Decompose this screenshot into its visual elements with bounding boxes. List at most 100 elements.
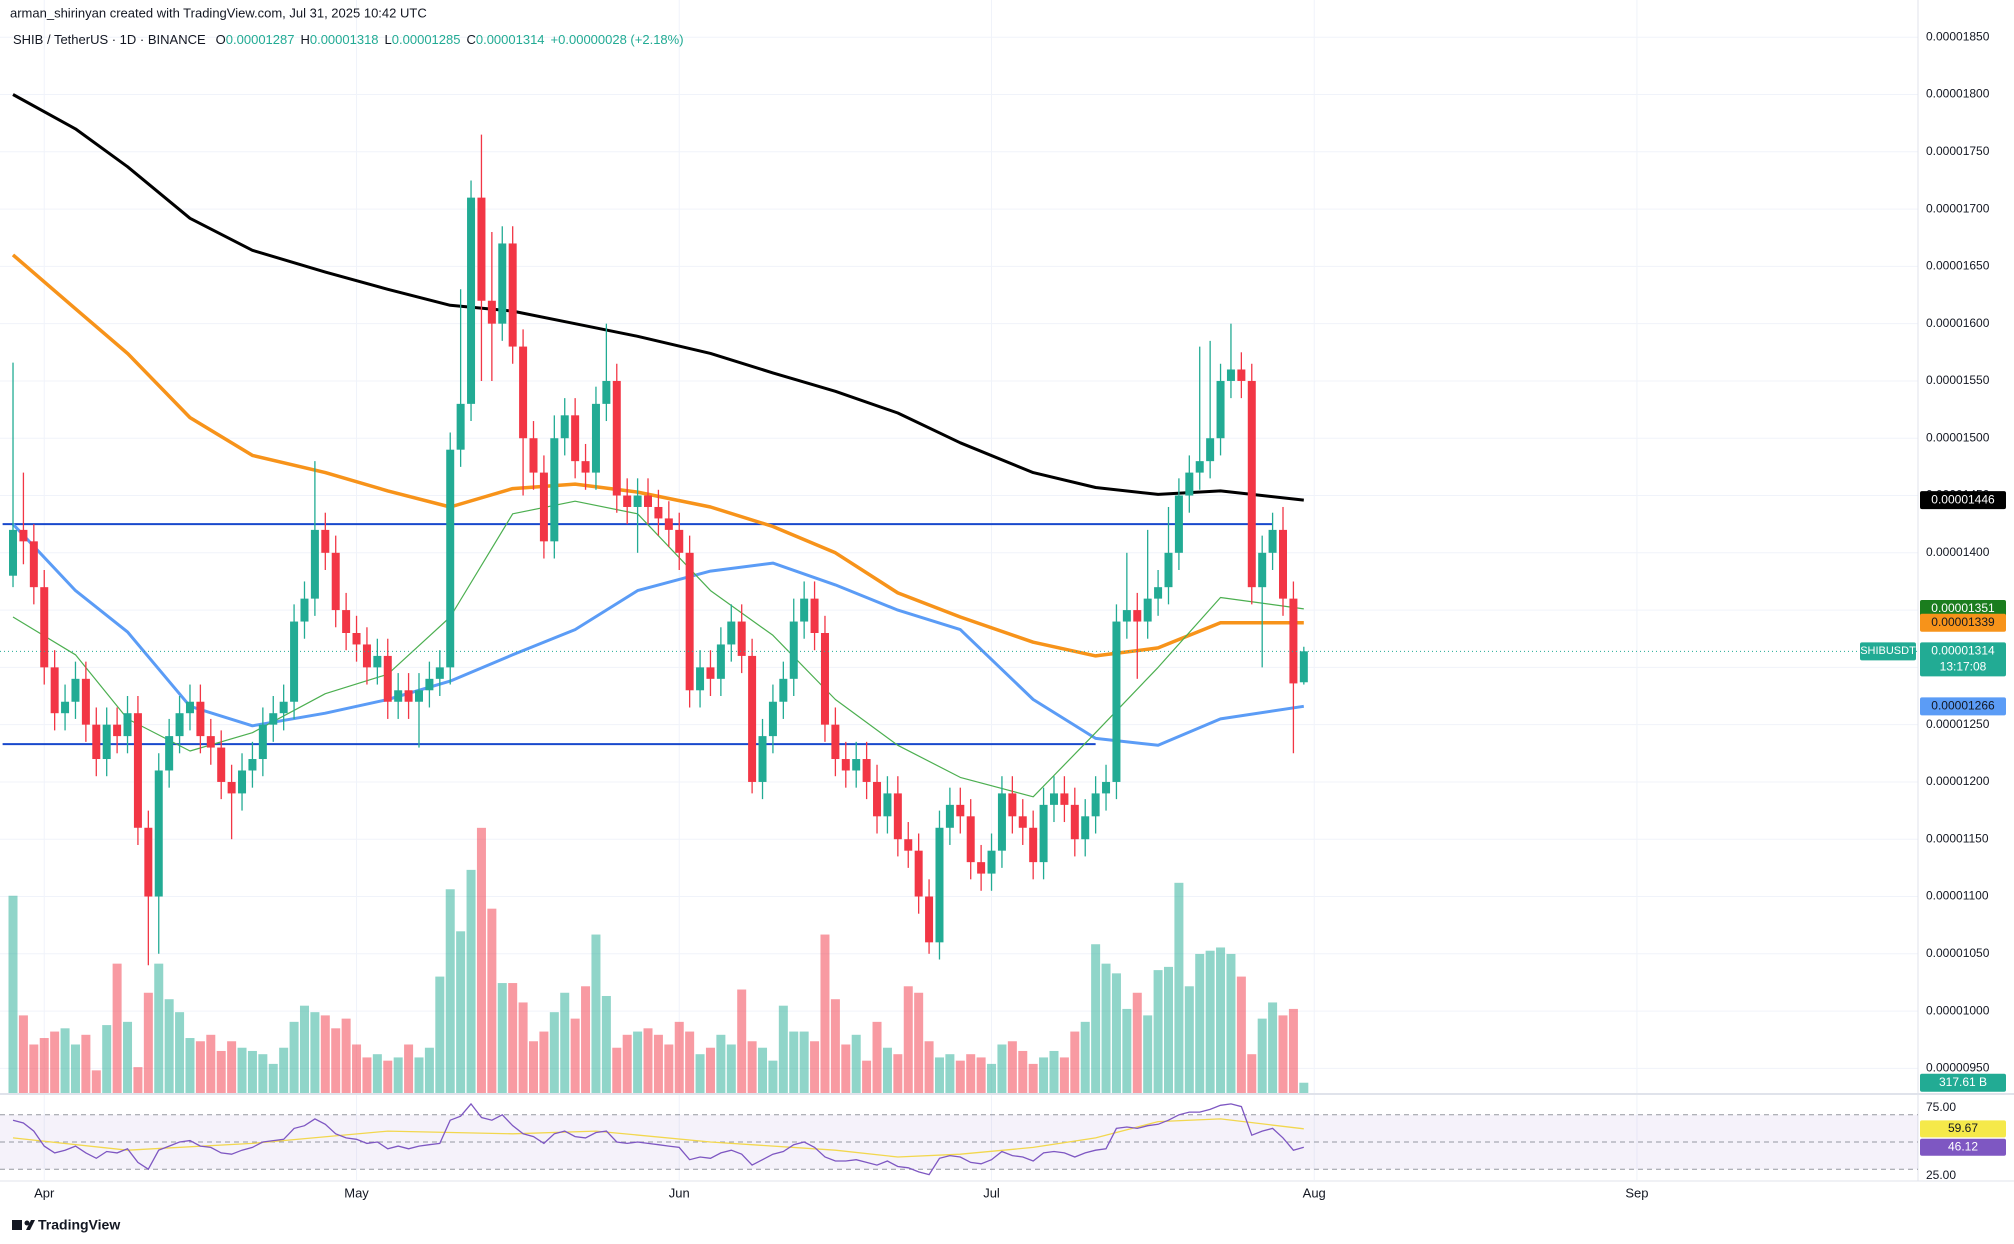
candle-body bbox=[706, 667, 715, 679]
candle-body bbox=[1049, 793, 1058, 805]
change-value: +0.00000028 (+2.18%) bbox=[551, 32, 684, 47]
candle-body bbox=[966, 816, 975, 863]
candle-body bbox=[1247, 380, 1256, 588]
volume-bar bbox=[747, 1041, 757, 1093]
volume-bar bbox=[966, 1054, 976, 1093]
ohlc-name: L bbox=[385, 32, 392, 47]
candle-body bbox=[529, 438, 538, 473]
volume-bar bbox=[1268, 1002, 1278, 1093]
candle-body bbox=[779, 678, 788, 702]
volume-bar bbox=[1028, 1063, 1038, 1093]
symbol-badge bbox=[1860, 642, 1916, 661]
candle-body bbox=[456, 403, 465, 450]
candle-body bbox=[1018, 816, 1027, 828]
volume-bar bbox=[893, 1054, 903, 1093]
candle-body bbox=[81, 678, 90, 725]
volume-bar bbox=[674, 1021, 684, 1093]
candle-body bbox=[1258, 552, 1267, 588]
candle-body bbox=[591, 403, 600, 473]
moving-average-line bbox=[11, 523, 1305, 747]
rsi-tick-label: 25.00 bbox=[1926, 1168, 1956, 1182]
candle-body bbox=[487, 300, 496, 324]
candle-body bbox=[987, 850, 996, 874]
volume-bar bbox=[320, 1015, 330, 1093]
volume-bar bbox=[934, 1057, 944, 1093]
volume-bar bbox=[112, 963, 122, 1093]
volume-bar bbox=[195, 1041, 205, 1093]
volume-bar bbox=[206, 1034, 216, 1093]
ohlc-value: 0.00001314 bbox=[476, 32, 545, 47]
volume-bar bbox=[1236, 976, 1246, 1093]
volume-bar bbox=[955, 1060, 965, 1093]
volume-bar bbox=[882, 1047, 892, 1093]
price-badge-label: 0.00001266 bbox=[1931, 698, 1995, 712]
volume-bar bbox=[726, 1044, 736, 1093]
candle-body bbox=[1185, 472, 1194, 496]
symbol-name: SHIB / TetherUS · 1D · BINANCE bbox=[13, 32, 206, 47]
volume-bar bbox=[393, 1057, 403, 1093]
ohlc-value: 0.00001287 bbox=[226, 32, 295, 47]
candle-body bbox=[1299, 651, 1308, 683]
volume-bar bbox=[70, 1044, 80, 1093]
volume-bar bbox=[362, 1057, 372, 1093]
volume-bar bbox=[872, 1021, 882, 1093]
ohlc-name: O bbox=[216, 32, 226, 47]
price-badge-label: 0.00001351 bbox=[1931, 601, 1995, 615]
candle-body bbox=[1112, 621, 1121, 782]
volume-bar bbox=[914, 992, 924, 1093]
countdown-label: 13:17:08 bbox=[1940, 660, 1987, 674]
y-tick-label: 0.00001050 bbox=[1926, 946, 1990, 960]
candle-body bbox=[1289, 598, 1298, 684]
volume-bar bbox=[1007, 1041, 1017, 1093]
candle-body bbox=[623, 495, 632, 507]
volume-bar bbox=[1257, 1018, 1267, 1093]
moving-average-line bbox=[12, 93, 1304, 502]
volume-bar bbox=[18, 1015, 28, 1093]
volume-bar bbox=[476, 827, 486, 1093]
candle-body bbox=[748, 655, 757, 782]
volume-bar bbox=[497, 983, 507, 1093]
candle-body bbox=[893, 793, 902, 840]
candle-body bbox=[290, 621, 299, 702]
volume-bar bbox=[591, 934, 601, 1093]
candle-body bbox=[321, 529, 330, 553]
candle-body bbox=[633, 495, 642, 507]
y-tick-label: 0.00001200 bbox=[1926, 774, 1990, 788]
candle-body bbox=[248, 759, 257, 771]
volume-bar bbox=[862, 1060, 872, 1093]
volume-bar bbox=[60, 1028, 70, 1093]
candle-body bbox=[696, 667, 705, 691]
candle-body bbox=[477, 197, 486, 301]
candle-body bbox=[196, 701, 205, 737]
volume-bar bbox=[164, 999, 174, 1093]
volume-bar bbox=[997, 1044, 1007, 1093]
volume-bar bbox=[1018, 1050, 1028, 1093]
volume-bar bbox=[653, 1034, 663, 1093]
candle-body bbox=[185, 701, 194, 714]
rsi-line bbox=[12, 1102, 1304, 1176]
volume-bar bbox=[227, 1041, 237, 1093]
candle-body bbox=[768, 701, 777, 737]
volume-bar bbox=[1039, 1057, 1049, 1093]
price-badge-label: 0.00001339 bbox=[1931, 615, 1995, 629]
volume-bar bbox=[633, 1031, 643, 1093]
volume-bar bbox=[924, 1041, 934, 1093]
volume-bar bbox=[768, 1060, 778, 1093]
candle-body bbox=[800, 598, 809, 622]
candle-body bbox=[1143, 598, 1152, 622]
candle-body bbox=[508, 243, 517, 347]
volume-bar bbox=[1247, 1054, 1257, 1093]
volume-bar bbox=[716, 1034, 726, 1093]
candle-body bbox=[904, 839, 913, 851]
volume-bar bbox=[424, 1047, 434, 1093]
volume-bar bbox=[1122, 1008, 1132, 1093]
volume-bar bbox=[1111, 973, 1121, 1093]
volume-badge bbox=[1920, 1073, 2006, 1092]
candle-body bbox=[873, 781, 882, 817]
candle-body bbox=[123, 713, 132, 737]
candle-body bbox=[654, 506, 663, 519]
volume-bar bbox=[435, 976, 445, 1093]
ohlc-value: 0.00001318 bbox=[310, 32, 379, 47]
ohlc-value: 0.00001285 bbox=[392, 32, 461, 47]
volume-bar bbox=[581, 986, 591, 1093]
